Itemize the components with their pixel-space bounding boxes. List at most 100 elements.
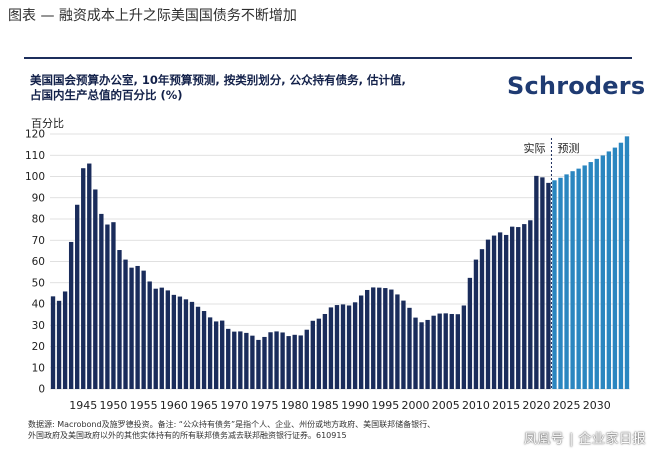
- bar-actual: [491, 235, 497, 389]
- bar-forecast: [600, 155, 605, 389]
- bar-actual: [395, 294, 400, 389]
- chart-title-line-2: 占国内生产总值的百分比 (%): [30, 88, 183, 102]
- page-heading: 图表 — 融资成本上升之际美国国债务不断增加: [8, 8, 297, 24]
- x-tick-label: 1955: [130, 399, 158, 412]
- bar-actual: [322, 313, 328, 389]
- bar-actual: [56, 300, 62, 389]
- bar-actual: [165, 290, 170, 389]
- bar-actual: [437, 313, 442, 389]
- x-tick-label: 2030: [583, 399, 611, 412]
- bar-forecast: [624, 136, 630, 389]
- y-tick-label: 40: [32, 299, 45, 311]
- x-tick-label: 1960: [160, 399, 188, 412]
- x-tick-label: 1970: [220, 399, 248, 412]
- bar-forecast: [618, 142, 624, 389]
- bar-actual: [389, 289, 394, 389]
- x-tick-label: 1995: [371, 399, 399, 412]
- bar-actual: [352, 302, 358, 389]
- bar-actual: [68, 241, 74, 389]
- bar-actual: [153, 288, 158, 389]
- bar-actual: [449, 313, 454, 389]
- source-note-line-2: 外国政府及美国政府以外的其他实体持有的所有联邦债务减去联邦融资银行证券。6109…: [28, 431, 347, 440]
- bar-actual: [383, 288, 388, 389]
- annotation-actual: 实际: [523, 141, 545, 155]
- bar-forecast: [606, 151, 612, 389]
- bar-actual: [365, 289, 370, 389]
- x-tick-label: 2015: [492, 399, 520, 412]
- bar-actual: [117, 250, 122, 389]
- bar-forecast: [576, 168, 581, 389]
- bar-actual: [461, 305, 467, 389]
- bar-actual: [93, 189, 98, 389]
- bar-actual: [516, 227, 521, 389]
- bar-actual: [479, 249, 485, 389]
- x-tick-label: 2020: [522, 399, 550, 412]
- bar-actual: [123, 259, 128, 389]
- bar-forecast: [588, 162, 593, 389]
- bar-actual: [177, 296, 183, 389]
- bar-actual: [546, 182, 551, 389]
- bar-actual: [183, 299, 189, 389]
- bar-actual: [316, 318, 322, 389]
- bar-actual: [540, 177, 545, 389]
- bar-actual: [371, 287, 376, 389]
- bar-actual: [431, 315, 436, 389]
- bar-actual: [377, 287, 382, 389]
- bar-actual: [135, 265, 140, 389]
- bar-actual: [50, 296, 56, 389]
- y-tick-label: 60: [32, 256, 45, 268]
- y-axis-label: 百分比: [31, 117, 64, 130]
- bar-actual: [238, 331, 243, 389]
- x-tick-label: 1965: [190, 399, 218, 412]
- bar-actual: [419, 322, 424, 389]
- bar-actual: [443, 313, 448, 389]
- bar-forecast: [552, 180, 557, 389]
- bar-actual: [401, 300, 406, 389]
- annotation-forecast: 预测: [557, 142, 579, 155]
- bar-actual: [274, 331, 279, 389]
- bar-actual: [467, 277, 473, 389]
- bar-actual: [201, 311, 207, 389]
- bar-actual: [510, 226, 515, 389]
- bar-actual: [232, 331, 237, 389]
- bar-actual: [250, 335, 255, 389]
- chart-title: 美国国会预算办公室, 10年预算预测, 按类别划分, 公众持有债务, 估计值, …: [30, 73, 450, 103]
- bar-forecast: [558, 177, 563, 389]
- bar-actual: [256, 339, 261, 389]
- bar-actual: [485, 239, 491, 389]
- bar-actual: [455, 314, 460, 389]
- source-note-line-1: 数据源: Macrobond及施罗德投资。备注: “公众持有债务”是指个人、企业…: [28, 420, 436, 429]
- bar-actual: [503, 234, 509, 389]
- bar-actual: [286, 336, 291, 389]
- bar-actual: [81, 168, 86, 389]
- bar-actual: [171, 294, 177, 389]
- bar-actual: [226, 328, 231, 389]
- y-tick-label: 20: [32, 341, 45, 353]
- x-tick-label: 1985: [311, 399, 339, 412]
- bar-actual: [105, 224, 110, 389]
- bar-actual: [62, 291, 68, 389]
- bar-actual: [280, 332, 285, 389]
- bar-actual: [358, 295, 364, 389]
- bar-actual: [159, 287, 164, 389]
- bar-actual: [262, 336, 267, 389]
- bar-actual: [213, 321, 219, 389]
- bar-actual: [328, 307, 334, 389]
- x-tick-label: 2005: [432, 399, 460, 412]
- bar-actual: [425, 319, 430, 389]
- bar-forecast: [594, 158, 599, 389]
- bar-actual: [147, 281, 152, 389]
- bar-actual: [99, 213, 104, 389]
- bar-actual: [522, 224, 527, 389]
- x-tick-label: 1945: [69, 399, 97, 412]
- bar-actual: [220, 320, 225, 389]
- bar-actual: [141, 270, 146, 389]
- y-tick-label: 50: [32, 277, 45, 289]
- y-tick-label: 90: [32, 192, 45, 204]
- bar-actual: [111, 222, 116, 389]
- bar-actual: [340, 304, 346, 389]
- x-tick-label: 1990: [341, 399, 369, 412]
- bar-forecast: [570, 171, 575, 389]
- bar-forecast: [564, 174, 569, 389]
